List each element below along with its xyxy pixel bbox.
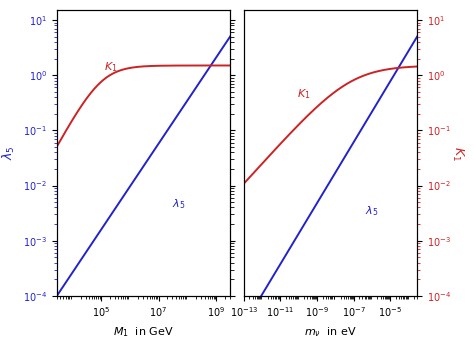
X-axis label: $M_1$  in GeV: $M_1$ in GeV xyxy=(113,325,174,339)
Text: $\lambda_5$: $\lambda_5$ xyxy=(173,197,186,211)
Text: $K_1$: $K_1$ xyxy=(297,87,310,101)
Text: $\lambda_5$: $\lambda_5$ xyxy=(365,204,378,218)
X-axis label: $m_\nu$  in eV: $m_\nu$ in eV xyxy=(304,325,357,339)
Text: $K_1$: $K_1$ xyxy=(104,60,118,74)
Y-axis label: $\lambda_5$: $\lambda_5$ xyxy=(1,146,18,160)
Y-axis label: $K_1$: $K_1$ xyxy=(450,146,465,161)
